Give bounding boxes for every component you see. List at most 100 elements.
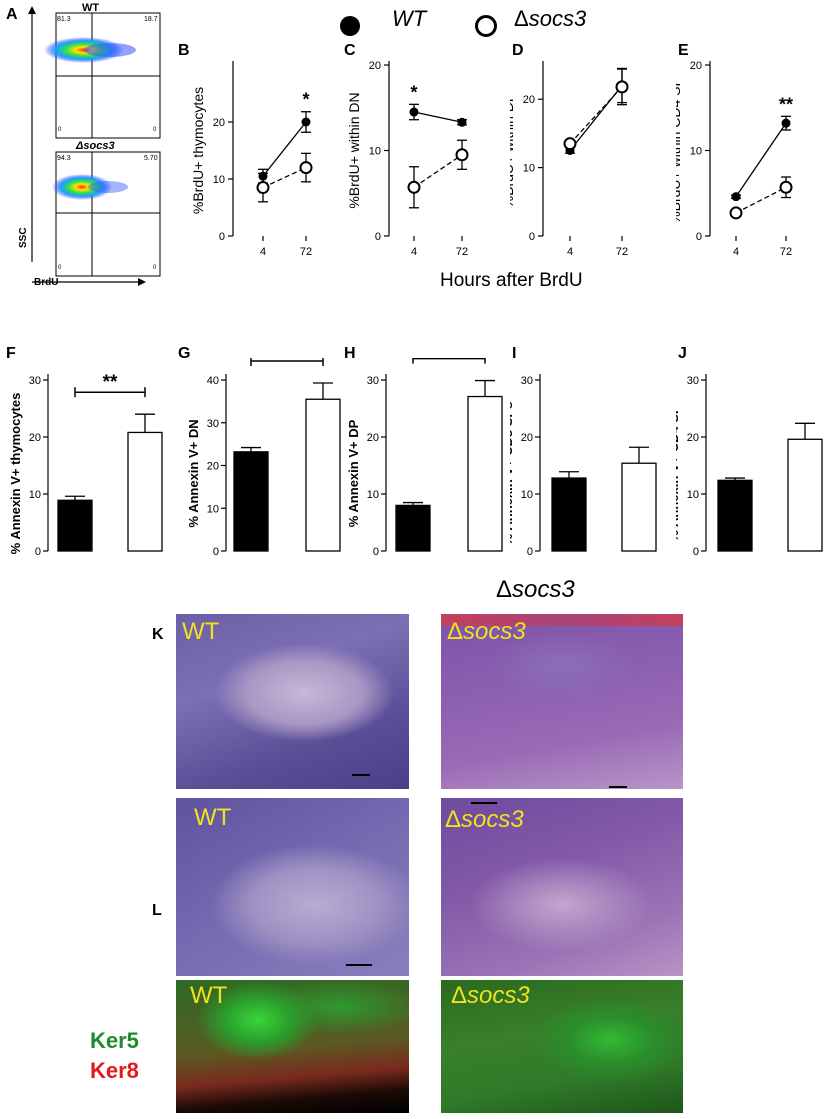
data-point: [781, 118, 791, 128]
ker8-label: Ker8: [90, 1058, 139, 1083]
y-axis-label: %BrdU+ within DN: [346, 92, 362, 208]
x-tick-label: 4: [260, 246, 266, 258]
data-point: [407, 180, 421, 194]
y-tick-label: 30: [687, 375, 699, 387]
chart-b: 0 10 20 4 72 %BrdU+ thymocytes *: [190, 61, 313, 258]
series-line: [413, 154, 463, 188]
bar: [551, 477, 587, 552]
y-tick-label: 30: [521, 375, 533, 387]
data-point: [409, 107, 419, 117]
legend-wt-marker: [340, 16, 360, 36]
scale-bar: [346, 964, 372, 966]
scale-bar: [471, 802, 497, 804]
panel-letter-j: J: [678, 345, 687, 362]
data-point: [457, 117, 467, 127]
y-tick-label: 0: [529, 231, 535, 243]
significance-label: *: [302, 90, 309, 110]
bar: [233, 451, 269, 552]
y-tick-label: 0: [696, 231, 702, 243]
panel-letter-g: G: [178, 345, 191, 362]
x-tick-label: 72: [780, 246, 792, 258]
panel-letter-f: F: [6, 345, 16, 362]
y-tick-label: 10: [207, 503, 219, 515]
histology-socs3-bottom: Δsocs3: [441, 798, 683, 976]
y-tick-label: 30: [207, 418, 219, 430]
y-tick-label: 10: [213, 174, 225, 186]
flow-x-label: BrdU: [34, 277, 59, 288]
y-axis-label: %BrdU+ within CD4 SP: [676, 77, 683, 224]
bar: [787, 438, 823, 552]
panel-letter-h: H: [344, 345, 356, 362]
x-tick-label: 4: [733, 246, 739, 258]
y-tick-label: 30: [367, 375, 379, 387]
x-tick-label: 72: [616, 246, 628, 258]
panel-letter-c: C: [344, 42, 356, 59]
bar: [395, 504, 431, 552]
fluorescence-wt: WT: [176, 980, 409, 1113]
data-point: [256, 181, 270, 195]
flow-wt-q-br: 0: [153, 127, 157, 133]
scale-bar: [352, 774, 370, 776]
chart-g: 0 10 20 30 40 % Annexin V+ DN *: [186, 358, 341, 558]
flow-cytometry-panel: [28, 6, 161, 286]
y-tick-label: 20: [521, 432, 533, 444]
panel-letter-k: K: [152, 626, 164, 643]
y-tick-label: 0: [373, 546, 379, 558]
data-point: [731, 192, 741, 202]
y-tick-label: 20: [523, 94, 535, 106]
chart-j: 0 10 20 30 % Annexin V+ CD4 SP: [676, 374, 823, 558]
flow-wt-q-tl: 81.3: [57, 16, 71, 23]
y-tick-label: 30: [29, 375, 41, 387]
shared-x-axis-label: Hours after BrdU: [440, 270, 583, 291]
data-point: [299, 161, 313, 175]
fluorescence-socs3: Δsocs3: [441, 980, 683, 1113]
histology-socs3-bottom-label: Δsocs3: [445, 806, 524, 833]
histology-wt-bottom-label: WT: [194, 804, 232, 831]
y-tick-label: 40: [207, 375, 219, 387]
y-tick-label: 0: [213, 546, 219, 558]
flow-socs3-q-tr: 5.70: [144, 155, 158, 162]
y-tick-label: 0: [527, 546, 533, 558]
bar: [467, 395, 503, 552]
bar: [305, 398, 341, 552]
panel-letter-a: A: [6, 6, 18, 23]
legend-socs3-label: Δsocs3: [514, 6, 587, 31]
y-axis-label: %BrdU+ within DP: [510, 93, 516, 209]
y-tick-label: 20: [687, 432, 699, 444]
chart-e: 0 10 20 4 72 %BrdU+ within CD4 SP **: [676, 60, 793, 258]
bar: [717, 479, 753, 552]
y-tick-label: 20: [690, 60, 702, 72]
y-tick-label: 10: [523, 163, 535, 175]
flow-title-wt: WT: [82, 2, 100, 14]
section-title-socs3: Δsocs3: [496, 576, 575, 603]
y-axis-label: % Annexin V+ DN: [186, 419, 201, 527]
y-tick-label: 0: [693, 546, 699, 558]
x-tick-label: 72: [456, 246, 468, 258]
significance-label: **: [779, 94, 793, 114]
y-axis-label: % Annexin V+ thymocytes: [8, 393, 23, 555]
y-tick-label: 20: [213, 117, 225, 129]
histology-wt-bottom: WT: [176, 798, 409, 976]
chart-c: 0 10 20 4 72 %BrdU+ within DN *: [346, 60, 469, 258]
flow-wt-q-tr: 18.7: [144, 16, 158, 23]
data-point: [301, 117, 311, 127]
histology-wt-top: WT: [176, 614, 409, 789]
y-tick-label: 10: [367, 489, 379, 501]
bar: [127, 431, 163, 552]
series-line: [262, 121, 307, 177]
y-tick-label: 20: [369, 60, 381, 72]
data-point: [563, 137, 577, 151]
flow-title-socs3: Δsocs3: [76, 140, 115, 152]
chart-h: 0 10 20 30 % Annexin V+ DP ***: [346, 358, 503, 558]
scale-bar: [609, 786, 627, 788]
series-line: [569, 86, 623, 145]
capsule-edge: [441, 614, 683, 626]
y-tick-label: 0: [35, 546, 41, 558]
panel-letter-l: L: [152, 902, 162, 919]
fluorescence-socs3-label: Δsocs3: [451, 982, 530, 1009]
histology-socs3-top-label: Δsocs3: [447, 618, 526, 645]
histology-socs3-top: Δsocs3: [441, 614, 683, 789]
significance-label: ***: [438, 358, 461, 360]
flow-socs3-q-br: 0: [153, 265, 157, 271]
significance-label: **: [103, 372, 118, 393]
